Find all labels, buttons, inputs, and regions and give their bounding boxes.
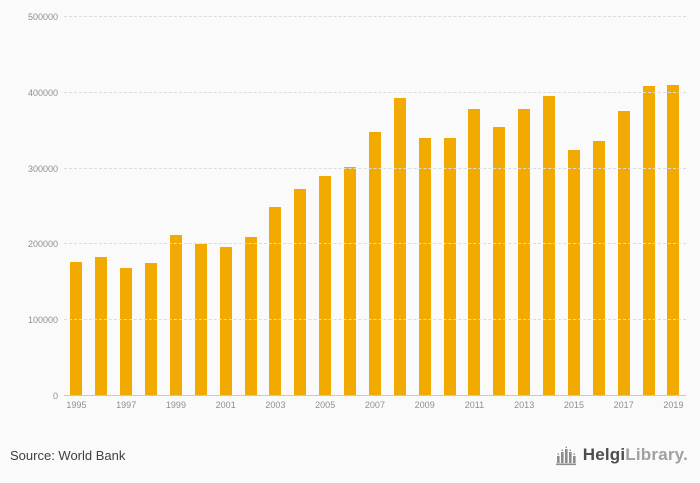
gridline: 200000 (28, 239, 686, 249)
x-tick-label (238, 400, 263, 410)
bar-2006 (344, 167, 357, 396)
bar-2010 (443, 138, 456, 396)
x-tick-label (487, 400, 512, 410)
bar-2014 (543, 95, 556, 396)
bar-2012 (493, 126, 506, 396)
bar-2008 (393, 98, 406, 396)
bar-slot (238, 17, 263, 396)
bar-1998 (145, 262, 158, 396)
x-tick-label: 2015 (563, 400, 584, 410)
gridline: 500000 (28, 12, 686, 22)
x-tick-label: 2009 (414, 400, 435, 410)
bar-slot (164, 17, 189, 396)
x-tick-label (437, 400, 462, 410)
x-tick-label: 2017 (613, 400, 634, 410)
plot-area: 0 100000 200000 300000 400000 500000 (28, 12, 686, 401)
x-tick-label: 2007 (364, 400, 385, 410)
bars-row (64, 17, 686, 396)
bar-2009 (418, 137, 431, 396)
source-label: Source: World Bank (10, 448, 126, 463)
bar-2011 (468, 109, 481, 396)
bar-slot (636, 17, 661, 396)
bar-slot (363, 17, 388, 396)
x-tick-label (387, 400, 412, 410)
x-tick-label (288, 400, 313, 410)
x-tick-label: 2005 (315, 400, 336, 410)
gridline: 100000 (28, 315, 686, 325)
x-tick-label: 2001 (215, 400, 236, 410)
bar-slot (213, 17, 238, 396)
y-tick-label: 200000 (27, 239, 58, 250)
bar-2013 (518, 109, 531, 396)
x-tick-label (636, 400, 661, 410)
bar-slot (562, 17, 587, 396)
bar-slot (114, 17, 139, 396)
logo-text: HelgiLibrary. (583, 445, 688, 465)
bar-slot (338, 17, 363, 396)
bar-slot (387, 17, 412, 396)
chart-footer: Source: World Bank HelgiLibra (0, 438, 700, 483)
x-tick-label: 2003 (265, 400, 286, 410)
logo-text-library: Library. (625, 445, 688, 464)
bar-2004 (294, 189, 307, 396)
bar-slot (64, 17, 89, 396)
bar-slot (512, 17, 537, 396)
x-tick-label (89, 400, 114, 410)
bar-slot (89, 17, 114, 396)
bar-2019 (667, 85, 680, 396)
x-tick-label: 1995 (66, 400, 87, 410)
gridline: 0 (53, 391, 686, 401)
bar-slot (437, 17, 462, 396)
bar-slot (611, 17, 636, 396)
bar-2016 (592, 140, 605, 396)
y-tick-label: 300000 (27, 163, 58, 174)
x-tick-label (188, 400, 213, 410)
bar-2005 (319, 176, 332, 396)
logo-text-helgi: Helgi (582, 445, 626, 464)
x-tick-label (139, 400, 164, 410)
helgi-library-logo-icon (555, 444, 577, 466)
bar-1999 (169, 235, 182, 396)
bar-slot (139, 17, 164, 396)
bar-slot (586, 17, 611, 396)
gridline: 400000 (28, 88, 686, 98)
x-tick-label (537, 400, 562, 410)
x-axis-labels: 1995 1997 1999 2001 2003 2005 2007 2009 2011 2013… (64, 400, 686, 410)
bar-1996 (95, 256, 108, 396)
bar-2018 (642, 85, 655, 396)
bar-2015 (567, 149, 580, 396)
y-tick-label: 0 (52, 391, 58, 401)
x-tick-label: 2011 (464, 400, 485, 410)
x-tick-label: 1997 (116, 400, 137, 410)
x-tick-label: 2019 (663, 400, 684, 410)
bar-1995 (70, 261, 83, 396)
bar-2002 (244, 236, 257, 396)
bar-2001 (219, 246, 232, 396)
bar-slot (537, 17, 562, 396)
bar-slot (412, 17, 437, 396)
bar-chart: 0 100000 200000 300000 400000 500000 1995 1997… (28, 12, 686, 410)
bar-slot (188, 17, 213, 396)
bar-1997 (120, 267, 133, 396)
y-tick-label: 100000 (27, 315, 58, 326)
x-tick-label: 2013 (514, 400, 535, 410)
y-tick-label: 400000 (27, 87, 58, 98)
x-tick-label (338, 400, 363, 410)
x-tick-label (586, 400, 611, 410)
bar-slot (288, 17, 313, 396)
bar-slot (661, 17, 686, 396)
bar-slot (462, 17, 487, 396)
bar-2007 (368, 132, 381, 396)
bar-2003 (269, 207, 282, 396)
bar-slot (487, 17, 512, 396)
bar-slot (313, 17, 338, 396)
bar-slot (263, 17, 288, 396)
bar-2017 (617, 111, 630, 396)
helgi-library-logo[interactable]: HelgiLibrary. (555, 444, 688, 466)
x-tick-label: 1999 (165, 400, 186, 410)
y-tick-label: 500000 (27, 12, 58, 22)
gridline: 300000 (28, 164, 686, 174)
